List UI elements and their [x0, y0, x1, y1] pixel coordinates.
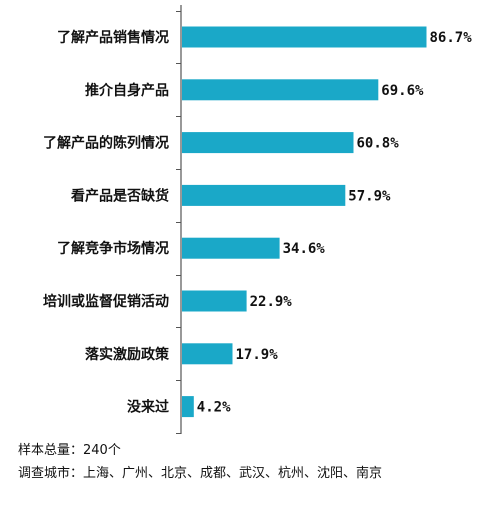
bar-1: [182, 79, 379, 101]
category-label-2: 了解产品的陈列情况: [43, 135, 169, 152]
sample-size-note: 样本总量：240个: [18, 443, 121, 458]
bar-2: [182, 132, 354, 154]
bar-6: [182, 343, 233, 365]
bar-4: [182, 237, 280, 259]
bar-5: [182, 290, 247, 312]
value-label-0: 86.7%: [430, 30, 473, 46]
category-label-4: 了解竞争市场情况: [57, 240, 169, 257]
axis-ticks: [176, 11, 181, 434]
category-label-6: 落实激励政策: [85, 346, 170, 363]
value-label-7: 4.2%: [197, 400, 231, 416]
value-labels: 86.7% 69.6% 60.8% 57.9% 34.6% 22.9% 17.9% 4.2%: [197, 30, 472, 416]
value-label-1: 69.6%: [381, 83, 424, 99]
bar-0: [182, 26, 427, 48]
category-label-1: 推介自身产品: [85, 82, 169, 99]
bars-group: [182, 26, 427, 418]
survey-cities-note: 调查城市：上海、广州、北京、成都、武汉、杭州、沈阳、南京: [18, 466, 383, 481]
category-label-5: 培训或监督促销活动: [43, 293, 169, 310]
category-labels: 了解产品销售情况推介自身产品了解产品的陈列情况看产品是否缺货了解竞争市场情况培训…: [43, 29, 170, 416]
value-label-3: 57.9%: [348, 188, 391, 204]
bar-3: [182, 184, 346, 206]
value-label-2: 60.8%: [357, 136, 400, 152]
value-label-6: 17.9%: [236, 347, 279, 363]
category-label-7: 没来过: [127, 399, 169, 416]
bar-7: [182, 396, 194, 418]
value-label-4: 34.6%: [283, 241, 326, 257]
category-label-0: 了解产品销售情况: [57, 29, 169, 46]
value-label-5: 22.9%: [250, 294, 293, 310]
category-label-3: 看产品是否缺货: [70, 187, 169, 204]
bar-chart: 了解产品销售情况推介自身产品了解产品的陈列情况看产品是否缺货了解竞争市场情况培训…: [43, 5, 472, 434]
